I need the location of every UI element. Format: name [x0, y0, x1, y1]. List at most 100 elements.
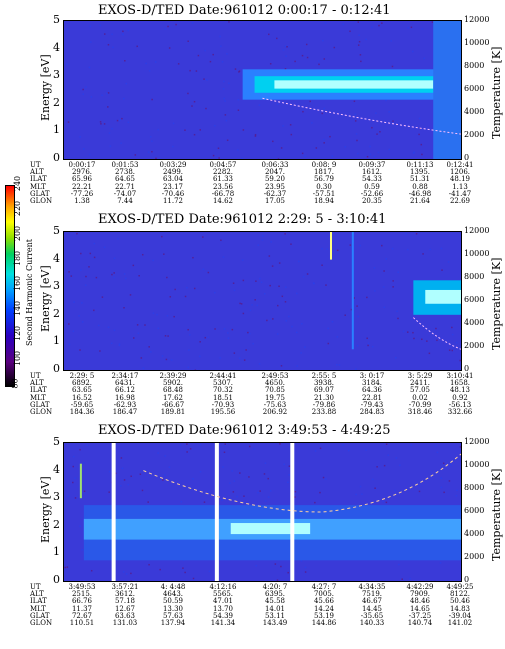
temperature-tick-label: 10000 [464, 38, 490, 47]
table-cell: 65.96 [71, 175, 93, 184]
table-cell: 64.36 [361, 386, 383, 395]
table-cell: 1206. [449, 168, 471, 177]
orbit-parameter-table: UT ALT ILAT MLT GLAT GLON 2:29: 5 6892. 63.65 16.… [30, 372, 490, 419]
table-cell: 0:12:41 [446, 161, 474, 169]
table-cell: 5565. [212, 590, 234, 599]
energy-tick-label: 1 [53, 545, 60, 559]
row-label: ALT [30, 590, 44, 599]
table-cell: 0:09:37 [358, 161, 386, 169]
energy-tick-label: 0 [53, 151, 60, 164]
table-cell: 16.98 [114, 393, 136, 402]
table-cell: 1.38 [74, 197, 90, 205]
table-cell: 2515. [71, 590, 93, 599]
table-cell: 1817. [313, 168, 335, 177]
colorbar [5, 185, 15, 387]
temperature-tick-label: 2000 [464, 552, 485, 561]
table-cell: 3:49:53 [68, 583, 96, 591]
table-cell: 6431. [114, 379, 136, 388]
orbit-parameter-table: UT ALT ILAT MLT GLAT GLON 3:49:53 2515. 66.76 11.… [30, 583, 490, 630]
energy-tick-label: 4 [53, 40, 60, 54]
table-cell: 1658. [449, 379, 471, 388]
table-cell: 3612. [114, 590, 136, 599]
table-cell: 19.75 [264, 393, 286, 402]
temperature-tick-label: 6000 [464, 506, 485, 515]
table-cell: 4643. [162, 590, 184, 599]
table-cell: 23.17 [162, 182, 184, 191]
table-cell: 206.92 [262, 408, 288, 416]
temperature-tick-label: 0 [464, 153, 470, 162]
energy-tick-label: 1 [53, 334, 60, 348]
table-cell: 16.52 [71, 393, 93, 402]
table-cell: 4:27: 7 [311, 583, 337, 591]
table-cell: 4650. [264, 379, 286, 388]
temperature-tick-label: 10000 [464, 249, 490, 258]
table-cell: 0:03:29 [159, 161, 187, 169]
temperature-tick-label: 4000 [464, 529, 485, 538]
temperature-tick-label: 8000 [464, 61, 485, 70]
table-cell: 63.63 [114, 611, 136, 620]
energy-tick-label: 2 [53, 306, 60, 320]
table-cell: 2:49:53 [261, 372, 289, 380]
table-cell: 12.67 [114, 604, 136, 613]
panel-title: EXOS-D/TED Date:961012 0:00:17 - 0:12:41 [98, 3, 391, 18]
panel-title: EXOS-D/TED Date:961012 2:29: 5 - 3:10:41 [98, 212, 387, 227]
table-cell: 0:06:33 [261, 161, 289, 169]
energy-tick-label: 0 [53, 362, 60, 375]
energy-tick-label: 0 [53, 573, 60, 586]
table-cell: 61.33 [212, 175, 234, 184]
colorbar-tick-label: 200 [13, 225, 23, 242]
table-cell: 0:04:57 [209, 161, 237, 169]
table-cell: 3938. [313, 379, 335, 388]
table-cell: 0.92 [452, 393, 468, 402]
temperature-tick-label: 12000 [464, 226, 490, 235]
colorbar-tick-label: 160 [13, 275, 23, 292]
table-cell: -79.43 [360, 400, 384, 409]
table-cell: 2:55: 5 [311, 372, 337, 380]
table-cell: 54.39 [212, 611, 234, 620]
table-cell: 48.19 [449, 175, 471, 184]
table-cell: 0:01:53 [111, 161, 139, 169]
table-cell: -77.26 [70, 189, 94, 198]
table-cell: 3:57:21 [111, 583, 139, 591]
colorbar-tick-label: 240 [13, 175, 23, 192]
table-cell: 140.33 [359, 619, 385, 627]
table-cell: 2976. [71, 168, 93, 177]
table-cell: 3: 5:29 [407, 372, 433, 380]
table-cell: 53.11 [264, 611, 286, 620]
spectrogram-plot [63, 442, 462, 582]
energy-axis-label: Energy [eV] [39, 54, 52, 121]
row-label: GLON [30, 619, 53, 627]
table-cell: 318.46 [407, 408, 433, 416]
table-cell: 69.07 [313, 386, 335, 395]
table-cell: 50.46 [449, 597, 471, 606]
table-cell: 110.51 [69, 619, 95, 627]
table-cell: 45.66 [313, 597, 335, 606]
table-cell: -37.25 [408, 611, 432, 620]
row-label: ALT [30, 168, 44, 177]
table-cell: 3184. [361, 379, 383, 388]
table-cell: 4:12:16 [209, 583, 237, 591]
table-cell: -35.65 [360, 611, 384, 620]
table-cell: 4:20: 7 [262, 583, 288, 591]
colorbar-tick-label: 100 [13, 350, 23, 367]
temperature-tick-label: 12000 [464, 437, 490, 446]
energy-axis-label: Energy [eV] [39, 265, 52, 332]
table-cell: 48.13 [449, 386, 471, 395]
temperature-tick-label: 6000 [464, 295, 485, 304]
table-cell: 14.65 [409, 604, 431, 613]
table-cell: 14.01 [264, 604, 286, 613]
table-cell: 131.03 [112, 619, 138, 627]
table-cell: 50.59 [162, 597, 184, 606]
table-cell: 22.69 [449, 197, 471, 205]
table-cell: 21.64 [409, 197, 431, 205]
table-cell: 7519. [361, 590, 383, 599]
table-cell: 3: 0:17 [359, 372, 385, 380]
table-cell: 189.81 [160, 408, 186, 416]
table-cell: 14.62 [212, 197, 234, 205]
colorbar-label: Second Harmonic Current [25, 238, 35, 347]
temperature-tick-label: 0 [464, 575, 470, 584]
table-cell: 11.72 [162, 197, 184, 205]
table-cell: 66.76 [71, 597, 93, 606]
row-label: UT [30, 161, 41, 169]
temperature-axis-label: Temperature [K] [490, 257, 503, 350]
